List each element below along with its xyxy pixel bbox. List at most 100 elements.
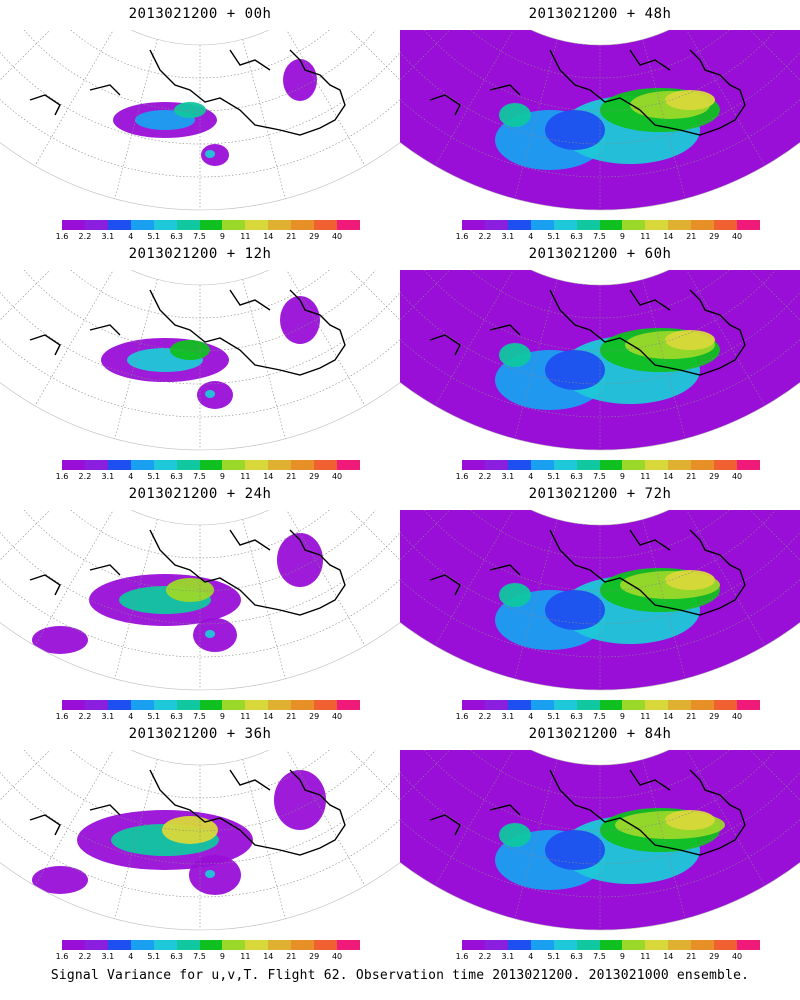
color-swatch <box>576 220 600 230</box>
color-swatch <box>691 700 715 710</box>
color-swatch <box>553 460 577 470</box>
color-swatch <box>622 700 646 710</box>
colorbar <box>62 940 360 950</box>
color-swatch <box>553 220 577 230</box>
legend-tick-label: 7.5 <box>193 712 206 721</box>
legend-tick-label: 7.5 <box>193 472 206 481</box>
legend-tick-label: 1.6 <box>455 952 469 961</box>
legend-tick-label: 6.3 <box>570 712 583 721</box>
colorbar <box>62 220 360 230</box>
color-swatch <box>107 460 131 470</box>
color-swatch <box>553 700 577 710</box>
legend-tick-label: 29 <box>709 712 720 721</box>
variance-field <box>400 510 800 690</box>
color-swatch <box>337 460 360 470</box>
color-swatch <box>737 460 760 470</box>
panel-title: 2013021200 + 36h <box>128 726 272 742</box>
color-swatch <box>691 940 715 950</box>
color-swatch <box>314 940 338 950</box>
legend-tick-label: 4 <box>128 472 134 481</box>
color-swatch <box>222 940 246 950</box>
panel-title: 2013021200 + 48h <box>528 6 672 22</box>
color-swatch <box>668 220 692 230</box>
color-legend: 1.6 2.2 3.1 4 5.1 6.3 7.5 9 11 14 21 29 40 <box>56 220 362 246</box>
legend-tick-label: 11 <box>640 232 651 241</box>
legend-tick-label: 29 <box>709 952 720 961</box>
legend-tick-label: 3.1 <box>501 472 515 481</box>
color-swatch <box>314 460 338 470</box>
legend-tick-label: 7.5 <box>593 472 606 481</box>
color-swatch <box>245 700 269 710</box>
color-swatch <box>484 940 508 950</box>
legend-tick-label: 2.2 <box>478 952 492 961</box>
legend-tick-label: 21 <box>286 712 297 721</box>
legend-tick-label: 14 <box>263 712 274 721</box>
color-swatch <box>62 220 85 230</box>
legend-tick-label: 29 <box>309 952 320 961</box>
color-swatch <box>84 460 108 470</box>
color-swatch <box>714 220 738 230</box>
legend-tick-label: 6.3 <box>170 232 183 241</box>
legend-tick-label: 7.5 <box>593 232 606 241</box>
legend-tick-label: 7.5 <box>593 952 606 961</box>
color-swatch <box>337 700 360 710</box>
legend-tick-label: 21 <box>686 712 697 721</box>
legend-tick-label: 40 <box>731 952 743 961</box>
legend-tick-label: 6.3 <box>170 472 183 481</box>
colorbar <box>462 220 760 230</box>
legend-tick-label: 1.6 <box>55 952 69 961</box>
color-swatch <box>268 700 292 710</box>
color-swatch <box>599 220 623 230</box>
legend-tick-label: 40 <box>331 232 343 241</box>
legend-tick-label: 1.6 <box>455 472 469 481</box>
legend-tick-label: 6.3 <box>170 952 183 961</box>
legend-tick-label: 21 <box>686 232 697 241</box>
legend-tick-label: 6.3 <box>570 952 583 961</box>
legend-tick-label: 1.6 <box>55 712 69 721</box>
color-swatch <box>645 700 669 710</box>
legend-tick-label: 11 <box>240 472 251 481</box>
colorbar <box>62 460 360 470</box>
legend-tick-label: 3.1 <box>501 952 515 961</box>
colorbar <box>62 700 360 710</box>
legend-tick-label: 1.6 <box>55 232 69 241</box>
legend-tick-label: 9 <box>219 232 225 241</box>
legend-tick-label: 9 <box>219 472 225 481</box>
legend-tick-label: 11 <box>640 952 651 961</box>
legend-tick-label: 29 <box>309 232 320 241</box>
legend-tick-label: 9 <box>619 472 625 481</box>
color-legend: 1.6 2.2 3.1 4 5.1 6.3 7.5 9 11 14 21 29 40 <box>56 700 362 726</box>
color-swatch <box>268 460 292 470</box>
color-swatch <box>153 460 177 470</box>
legend-tick-label: 40 <box>731 232 743 241</box>
color-swatch <box>691 220 715 230</box>
color-legend: 1.6 2.2 3.1 4 5.1 6.3 7.5 9 11 14 21 29 40 <box>56 460 362 486</box>
legend-tick-label: 5.1 <box>547 712 561 721</box>
color-swatch <box>645 220 669 230</box>
legend-tick-label: 1.6 <box>455 712 469 721</box>
color-swatch <box>337 220 360 230</box>
legend-tick-label: 2.2 <box>78 952 92 961</box>
colorbar <box>462 940 760 950</box>
color-swatch <box>130 940 154 950</box>
color-swatch <box>176 460 200 470</box>
color-swatch <box>462 220 485 230</box>
panel-title: 2013021200 + 60h <box>528 246 672 262</box>
color-swatch <box>530 940 554 950</box>
color-swatch <box>668 700 692 710</box>
color-swatch <box>622 220 646 230</box>
legend-tick-label: 2.2 <box>478 712 492 721</box>
color-swatch <box>507 940 531 950</box>
polar-map <box>0 750 400 931</box>
color-legend: 1.6 2.2 3.1 4 5.1 6.3 7.5 9 11 14 21 29 40 <box>456 460 762 486</box>
color-swatch <box>691 460 715 470</box>
color-swatch <box>222 460 246 470</box>
forecast-panel: 2013021200 + 00h 1.6 2.2 3.1 4 5.1 6.3 7.5 9 11 14… <box>0 0 400 245</box>
color-swatch <box>314 220 338 230</box>
polar-map <box>400 270 800 451</box>
legend-tick-label: 9 <box>219 712 225 721</box>
legend-tick-label: 21 <box>686 952 697 961</box>
color-swatch <box>507 460 531 470</box>
legend-tick-label: 4 <box>528 472 534 481</box>
color-swatch <box>107 220 131 230</box>
